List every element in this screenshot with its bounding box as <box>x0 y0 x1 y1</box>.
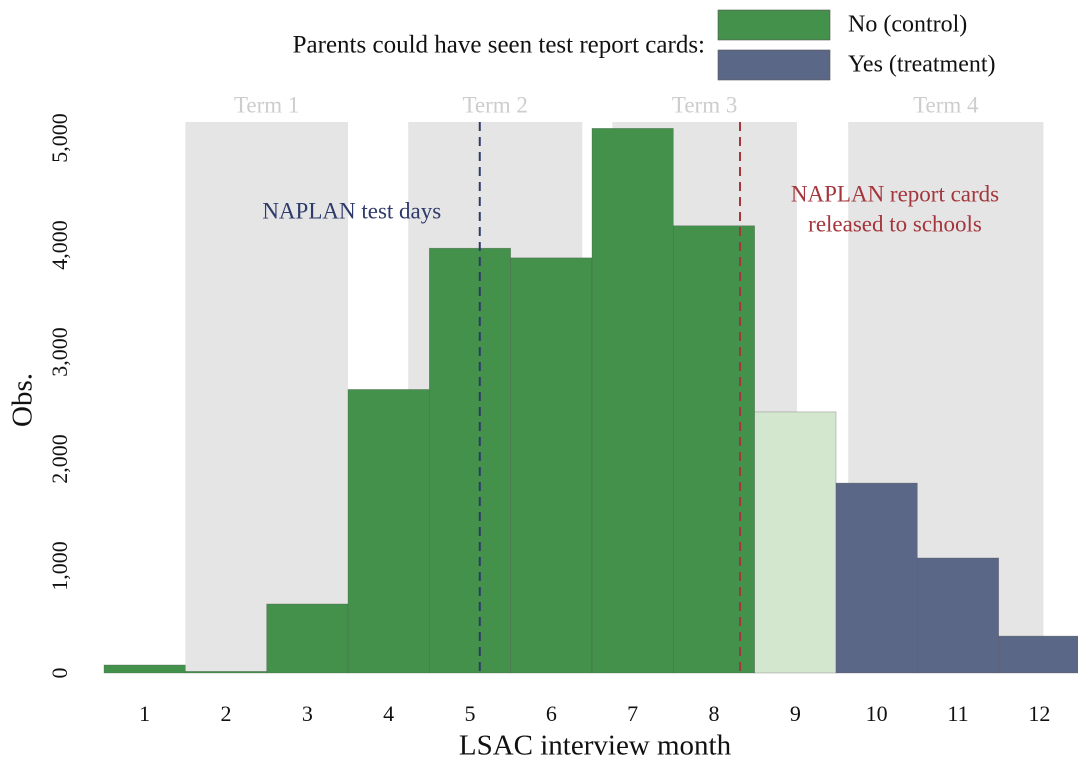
y-tick-label: 0 <box>47 668 72 679</box>
bar <box>103 664 186 674</box>
legend-title: Parents could have seen test report card… <box>293 32 705 59</box>
x-tick-label: 6 <box>546 701 557 726</box>
x-tick-label: 2 <box>221 701 232 726</box>
bar <box>185 671 267 674</box>
bar <box>266 603 349 674</box>
event-annotation: released to schools <box>808 211 982 236</box>
y-tick-label: 3,000 <box>47 327 72 377</box>
y-tick-label: 5,000 <box>47 113 72 163</box>
bar <box>998 635 1078 674</box>
term-label: Term 1 <box>234 92 299 117</box>
y-tick-label: 1,000 <box>47 541 72 591</box>
bar <box>835 482 918 674</box>
event-annotation: NAPLAN report cards <box>791 181 999 206</box>
term-shade <box>185 122 348 673</box>
x-tick-label: 9 <box>790 701 801 726</box>
bar <box>347 389 430 674</box>
x-tick-label: 10 <box>866 701 888 726</box>
bar <box>673 225 755 674</box>
legend-swatch <box>717 49 831 81</box>
x-tick-label: 11 <box>947 701 968 726</box>
term-label: Term 3 <box>672 92 737 117</box>
bar <box>429 247 511 674</box>
x-axis-label: LSAC interview month <box>459 730 732 762</box>
x-tick-label: 7 <box>627 701 638 726</box>
x-tick-label: 1 <box>139 701 150 726</box>
x-tick-label: 4 <box>383 701 394 726</box>
x-tick-label: 8 <box>709 701 720 726</box>
x-tick-label: 5 <box>465 701 476 726</box>
y-axis-label: Obs. <box>7 373 39 427</box>
x-tick-label: 3 <box>302 701 313 726</box>
legend-swatch <box>717 9 831 41</box>
term-label: Term 2 <box>462 92 527 117</box>
event-annotation: NAPLAN test days <box>262 198 441 223</box>
legend-label: Yes (treatment) <box>848 52 996 78</box>
bar <box>591 128 674 674</box>
y-tick-label: 2,000 <box>47 434 72 484</box>
bar <box>754 411 837 674</box>
x-tick-label: 12 <box>1028 701 1050 726</box>
bar <box>510 257 593 674</box>
legend-label: No (control) <box>848 12 967 38</box>
term-label: Term 4 <box>913 92 979 117</box>
bar <box>917 557 999 674</box>
y-tick-label: 4,000 <box>47 220 72 270</box>
